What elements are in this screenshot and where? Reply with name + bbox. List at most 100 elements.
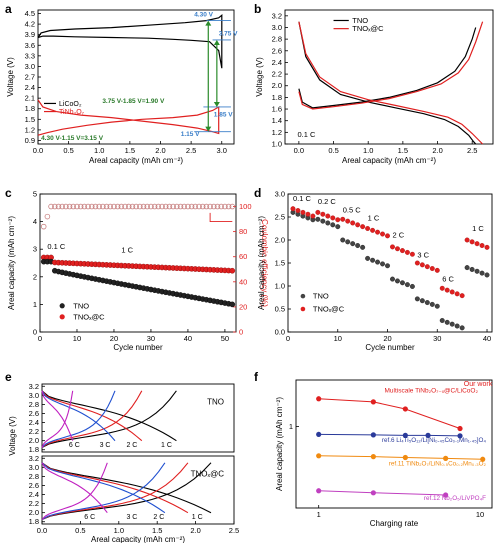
y-right-tick-label: 40: [239, 277, 247, 286]
y-tick-label: 2.4: [25, 83, 35, 92]
y-tick-label: 3.3: [25, 51, 35, 60]
data-point-tnox-c: [414, 260, 420, 266]
x-tick-label: 1.0: [114, 526, 124, 535]
data-point-tno: [434, 303, 440, 309]
data-point-efficiency: [55, 203, 62, 210]
x-tick-label: 1: [317, 510, 321, 519]
y-tick-label: 3.2: [29, 382, 39, 391]
data-point-tnox-c: [399, 248, 405, 254]
data-point-tnox-c: [360, 224, 366, 230]
discharge-curve: [41, 462, 189, 514]
x-tick-label: 1.5: [398, 146, 408, 155]
y-tick-label: 0.9: [25, 136, 35, 145]
rate-label: 3 C: [126, 514, 137, 521]
data-point-tnox-c: [310, 213, 316, 219]
data-point: [402, 432, 408, 438]
data-point-tnox-c: [330, 215, 336, 221]
legend-label: TNO: [352, 16, 368, 25]
data-point-tno: [474, 268, 480, 274]
data-point-tnox-c: [429, 266, 435, 271]
data-point-tnox-c: [434, 267, 440, 273]
y-axis-label: Areal capacity (mAh cm⁻²): [275, 397, 284, 491]
data-point-tnox-c: [365, 226, 371, 231]
series-line-2: [318, 455, 483, 460]
data-point-efficiency: [148, 203, 154, 210]
data-point-tnox-c: [345, 218, 351, 224]
rate-label: 1 C: [192, 514, 203, 521]
data-point-efficiency: [48, 203, 54, 210]
arrow-head: [213, 101, 220, 107]
data-point-tnox-c: [315, 209, 321, 215]
y-tick-label: 1.5: [25, 115, 35, 124]
rate-label: 2 C: [126, 442, 137, 449]
panel-d: d 0 10 20 30 40 0.0 0.5 1.0 1.5 2.0 2.5 3.0 Cycle num…: [254, 186, 493, 352]
data-point: [316, 396, 322, 402]
y-right-tick-label: 100: [239, 202, 252, 211]
x-tick-label: 20: [110, 334, 118, 343]
y-tick-label: 1.2: [272, 128, 282, 137]
y-tick-label: 1.5: [275, 259, 285, 268]
data-point: [425, 432, 431, 438]
panel-b: b 0.0 0.5 1.0 1.5 2.0 2.5 1.0 1.2 1.4 1.6 1.8 2.0 2.2…: [254, 2, 494, 165]
annotation-label: 1 C: [121, 246, 133, 255]
charge-curve: [41, 462, 166, 520]
panel-a: a0.0 0.5 1.0 1.5 2.0 2.5 3.00.91.21.51.82.12.4…: [5, 2, 238, 165]
annotation-label: 0.1 C: [297, 130, 316, 139]
series-line-1: [37, 99, 220, 136]
annotation-label: 3.75 V-1.85 V=1.90 V: [102, 98, 165, 105]
data-point: [443, 455, 449, 461]
data-point-efficiency: [192, 203, 199, 210]
data-point-tno: [365, 255, 371, 261]
subplot-frame: [41, 383, 235, 453]
x-tick-label: 1.0: [94, 146, 104, 155]
data-point: [316, 488, 322, 494]
data-point-tnox-c: [375, 229, 381, 235]
data-point: [480, 456, 486, 462]
data-point-tnox-c: [335, 217, 341, 223]
annotation-label: 3 C: [417, 250, 429, 259]
x-axis-label: Cycle number: [113, 343, 163, 352]
y-tick-label: 1: [289, 422, 293, 431]
annotation-label: 1 C: [472, 224, 484, 233]
data-point-tno: [414, 296, 420, 302]
series-label: ref.11 TiNb₂O₇/LiNi₀.₅Co₀.₂Mn₀.₃O₂: [389, 461, 487, 468]
subplot-frame: [41, 455, 235, 525]
x-tick-label: 2.0: [155, 146, 165, 155]
data-point-tno: [404, 282, 410, 288]
charge-curve: [41, 462, 212, 521]
charge-curve: [41, 390, 177, 448]
y-tick-label: 2.0: [29, 508, 39, 517]
rate-label: 6 C: [84, 514, 95, 521]
data-point: [370, 490, 376, 496]
discharge-curve: [41, 390, 177, 442]
discharge-curve: [41, 390, 74, 441]
x-tick-label: 0.0: [37, 526, 47, 535]
y-tick-label: 4.2: [25, 20, 35, 29]
y-tick-label: 3.0: [29, 391, 39, 400]
y-tick-label: 1.0: [275, 282, 285, 291]
discharge-curve: [41, 462, 108, 514]
data-point-tno: [484, 272, 490, 278]
data-point-efficiency: [114, 203, 121, 210]
data-point-efficiency: [203, 203, 210, 210]
data-point-efficiency: [89, 203, 95, 210]
data-point-tno: [439, 318, 445, 323]
data-point-efficiency: [59, 203, 65, 210]
panel-label: d: [254, 186, 261, 200]
x-tick-label: 0.5: [63, 146, 73, 155]
data-point-tno: [325, 220, 331, 226]
data-point-tnox-c: [474, 241, 480, 247]
data-point-efficiency: [218, 203, 224, 210]
data-point: [316, 431, 322, 438]
data-point-tno: [320, 218, 326, 224]
x-tick-label: 2.0: [190, 526, 200, 535]
discharge-curve: [41, 390, 143, 442]
data-point: [457, 433, 463, 439]
data-point-tnox-c: [229, 267, 236, 274]
y-tick-label: 3.2: [272, 11, 282, 20]
x-tick-label: 30: [147, 334, 155, 343]
series-line-3: [298, 21, 484, 110]
data-point-tno: [360, 244, 366, 250]
data-point-tnox-c: [370, 227, 376, 233]
plot-frame: [39, 193, 237, 333]
